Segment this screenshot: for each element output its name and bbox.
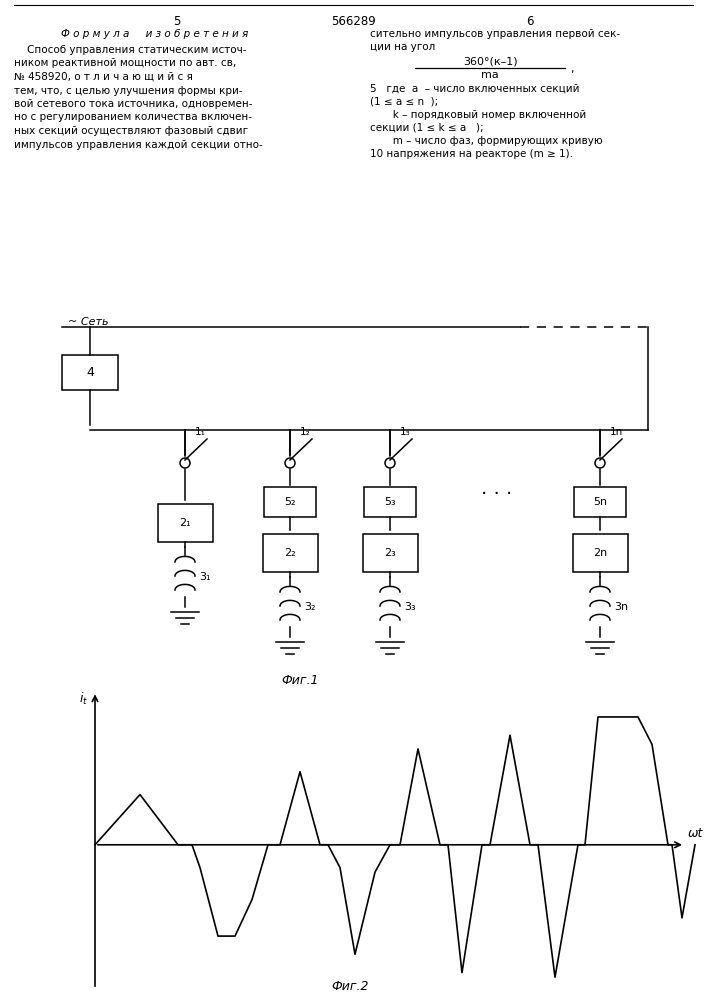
- Text: ником реактивной мощности по авт. св,: ником реактивной мощности по авт. св,: [14, 58, 236, 68]
- Text: ции на угол: ции на угол: [370, 42, 436, 52]
- Text: 566289: 566289: [331, 15, 375, 28]
- Bar: [574, 487, 626, 517]
- Text: m – число фаз, формирующих кривую: m – число фаз, формирующих кривую: [370, 136, 602, 146]
- Text: ~ Сеть: ~ Сеть: [68, 317, 108, 327]
- Text: 1₁: 1₁: [195, 427, 206, 437]
- Text: 1₂: 1₂: [300, 427, 311, 437]
- Text: 2₂: 2₂: [284, 548, 296, 558]
- Text: 3n: 3n: [614, 602, 628, 612]
- Text: ωt: ωt: [688, 827, 703, 840]
- Circle shape: [180, 458, 190, 468]
- Text: 5   где  а  – число включенных секций: 5 где а – число включенных секций: [370, 84, 580, 94]
- Text: вой сетевого тока источника, одновремен-: вой сетевого тока источника, одновремен-: [14, 99, 252, 109]
- Text: сительно импульсов управления первой сек-: сительно импульсов управления первой сек…: [370, 29, 620, 39]
- Bar: [364, 487, 416, 517]
- Circle shape: [285, 458, 295, 468]
- Bar: [262, 534, 317, 572]
- Text: 3₁: 3₁: [199, 572, 211, 582]
- Text: 5n: 5n: [593, 497, 607, 507]
- Bar: [573, 534, 628, 572]
- Text: 1n: 1n: [610, 427, 624, 437]
- Text: · · ·: · · ·: [481, 486, 513, 504]
- Text: 5: 5: [173, 15, 181, 28]
- Text: 10 напряжения на реакторе (m ≥ 1).: 10 напряжения на реакторе (m ≥ 1).: [370, 149, 573, 159]
- Text: Способ управления статическим источ-: Способ управления статическим источ-: [14, 45, 247, 55]
- Text: (1 ≤ а ≤ n  );: (1 ≤ а ≤ n );: [370, 97, 438, 107]
- Bar: [264, 487, 316, 517]
- Text: 5₃: 5₃: [384, 497, 396, 507]
- Text: ,: ,: [570, 64, 573, 74]
- Text: Фиг.1: Фиг.1: [281, 674, 319, 687]
- Circle shape: [595, 458, 605, 468]
- Text: тем, что, с целью улучшения формы кри-: тем, что, с целью улучшения формы кри-: [14, 86, 243, 96]
- Text: секции (1 ≤ k ≤ а   );: секции (1 ≤ k ≤ а );: [370, 123, 484, 133]
- Text: 3₃: 3₃: [404, 602, 416, 612]
- Text: 2₁: 2₁: [179, 518, 191, 528]
- Text: Ф о р м у л а     и з о б р е т е н и я: Ф о р м у л а и з о б р е т е н и я: [62, 29, 249, 39]
- Text: импульсов управления каждой секции отно-: импульсов управления каждой секции отно-: [14, 139, 263, 149]
- Text: ma: ma: [481, 70, 499, 80]
- Text: 6: 6: [526, 15, 534, 28]
- Text: 1₃: 1₃: [400, 427, 411, 437]
- Bar: [363, 534, 418, 572]
- Text: k – порядковый номер включенной: k – порядковый номер включенной: [370, 110, 586, 120]
- Circle shape: [385, 458, 395, 468]
- Text: 4: 4: [86, 366, 94, 379]
- Bar: [62, 355, 118, 390]
- Text: 2n: 2n: [593, 548, 607, 558]
- Text: Фиг.2: Фиг.2: [332, 980, 369, 993]
- Text: $i_t$: $i_t$: [78, 691, 88, 707]
- Text: № 458920, о т л и ч а ю щ и й с я: № 458920, о т л и ч а ю щ и й с я: [14, 72, 193, 82]
- Text: но с регулированием количества включен-: но с регулированием количества включен-: [14, 112, 252, 122]
- Text: 3₂: 3₂: [304, 602, 315, 612]
- Text: ных секций осуществляют фазовый сдвиг: ных секций осуществляют фазовый сдвиг: [14, 126, 248, 136]
- Text: 360°(к–1): 360°(к–1): [462, 57, 518, 67]
- Text: 5₂: 5₂: [284, 497, 296, 507]
- Bar: [158, 504, 213, 542]
- Text: 2₃: 2₃: [384, 548, 396, 558]
